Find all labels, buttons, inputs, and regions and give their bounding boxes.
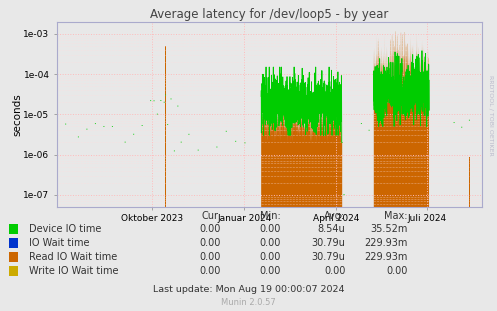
Text: 0.00: 0.00	[200, 266, 221, 276]
Text: 0.00: 0.00	[259, 224, 281, 234]
Text: 229.93m: 229.93m	[364, 238, 408, 248]
Text: Avg:: Avg:	[324, 211, 345, 221]
Text: Last update: Mon Aug 19 00:00:07 2024: Last update: Mon Aug 19 00:00:07 2024	[153, 285, 344, 294]
Text: 30.79u: 30.79u	[312, 238, 345, 248]
Text: Cur:: Cur:	[201, 211, 221, 221]
Text: RRDTOOL / TOBI OETIKER: RRDTOOL / TOBI OETIKER	[489, 75, 494, 156]
Text: 0.00: 0.00	[386, 266, 408, 276]
Text: Write IO Wait time: Write IO Wait time	[29, 266, 118, 276]
Text: 0.00: 0.00	[259, 266, 281, 276]
Text: IO Wait time: IO Wait time	[29, 238, 89, 248]
Text: Device IO time: Device IO time	[29, 224, 101, 234]
Text: 0.00: 0.00	[200, 224, 221, 234]
Text: 30.79u: 30.79u	[312, 252, 345, 262]
Text: 0.00: 0.00	[259, 252, 281, 262]
Text: 35.52m: 35.52m	[370, 224, 408, 234]
Text: 229.93m: 229.93m	[364, 252, 408, 262]
Text: 8.54u: 8.54u	[318, 224, 345, 234]
Text: Min:: Min:	[260, 211, 281, 221]
Text: 0.00: 0.00	[200, 252, 221, 262]
Text: Read IO Wait time: Read IO Wait time	[29, 252, 117, 262]
Text: Munin 2.0.57: Munin 2.0.57	[221, 298, 276, 307]
Text: Max:: Max:	[384, 211, 408, 221]
Text: 0.00: 0.00	[200, 238, 221, 248]
Y-axis label: seconds: seconds	[12, 93, 22, 136]
Title: Average latency for /dev/loop5 - by year: Average latency for /dev/loop5 - by year	[151, 7, 389, 21]
Text: 0.00: 0.00	[259, 238, 281, 248]
Text: 0.00: 0.00	[324, 266, 345, 276]
